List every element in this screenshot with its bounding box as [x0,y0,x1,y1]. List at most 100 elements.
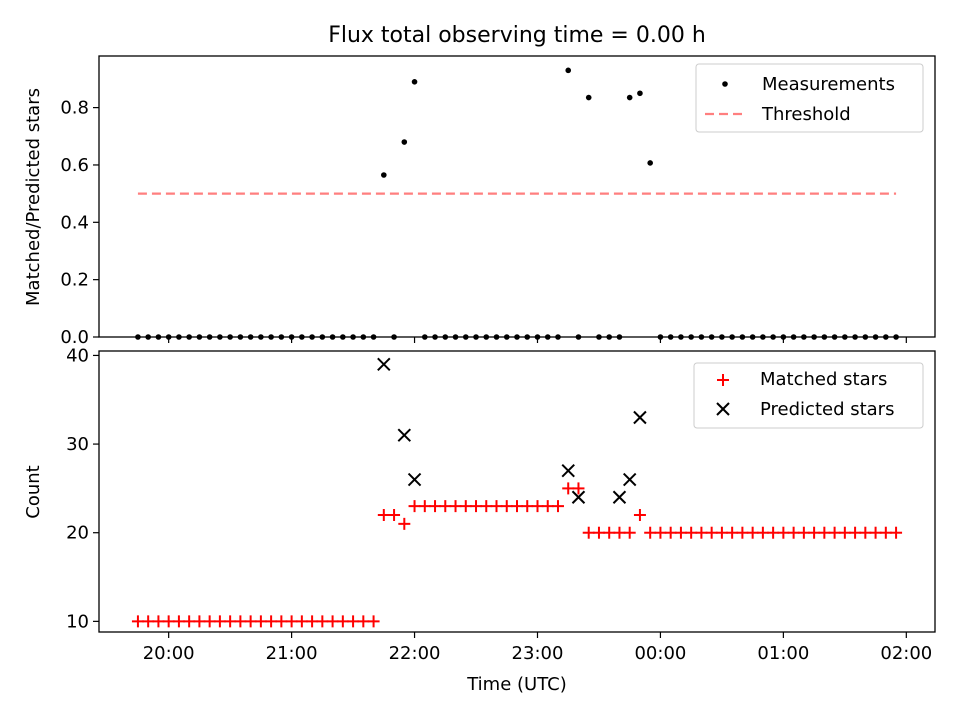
matched-star-point [295,615,308,628]
matched-star-point [664,526,677,539]
matched-star-point [838,526,851,539]
matched-star-point [572,482,585,495]
matched-star-point [408,500,421,513]
matched-star-point [388,508,401,521]
matched-star-point [746,526,759,539]
matched-star-point [828,526,841,539]
matched-star-point [797,526,810,539]
matched-star-point [521,500,534,513]
matched-star-point [603,526,616,539]
predicted-star-point [633,410,647,425]
ratio-panel: 0.00.20.40.60.8 Matched/Predicted stars … [23,55,936,348]
count-panel-x-tick-label: 21:00 [266,643,318,664]
matched-star-point [736,526,749,539]
count-panel-y-tick-label: 20 [66,523,89,544]
matched-star-point [398,517,411,530]
matched-star-point [705,526,718,539]
matched-star-point [644,526,657,539]
ratio-panel-frame [98,55,936,338]
predicted-star-point [612,490,627,504]
matched-star-point [429,500,442,513]
legend-marker-measurements [722,81,728,87]
predicted-star-point [571,490,586,504]
matched-star-point [890,526,903,539]
matched-star-point [459,500,472,513]
matched-star-point [767,526,780,539]
ratio-panel-y-tick-label: 0.2 [60,270,89,291]
matched-star-point [439,500,452,513]
legend-label-matched-stars: Matched stars [760,369,887,390]
matched-star-point [500,500,513,513]
measurement-point [626,94,633,101]
matched-star-point [849,526,862,539]
count-panel: 10 20 30 40 20:00 21:00 22:00 23:00 00:00 01:00 0… [23,345,936,695]
matched-star-point [285,615,298,628]
legend-label-measurements: Measurements [762,74,895,95]
matched-star-point [316,615,329,628]
matched-star-point [715,526,728,539]
matched-star-point [859,526,872,539]
matched-star-point [131,615,144,628]
matched-star-point [367,615,380,628]
count-panel-x-tick-label: 02:00 [880,643,932,664]
matched-star-point [480,500,493,513]
matched-star-point [695,526,708,539]
predicted-star-point [622,472,637,487]
count-panel-legend: Matched stars Predicted stars [693,362,924,429]
ratio-panel-legend: Measurements Threshold [695,63,924,133]
matched-star-point [613,526,626,539]
matched-star-point [449,500,462,513]
matched-star-point [234,615,247,628]
matched-star-point [654,526,667,539]
matched-star-point [879,526,892,539]
matched-star-point [377,508,390,521]
matched-star-point [818,526,831,539]
matched-star-point [777,526,790,539]
matched-star-point [756,526,769,539]
measurement-point [401,139,408,145]
matched-star-point [490,500,503,513]
matched-star-point [265,615,278,628]
predicted-star-point [407,472,422,487]
matched-star-point [674,526,687,539]
count-panel-x-tick-label: 20:00 [143,643,195,664]
matched-star-point [254,615,267,628]
predicted-star-point [561,463,575,478]
count-panel-y-tick-label: 40 [66,345,89,366]
matched-star-point [347,615,360,628]
count-panel-y-tick-label: 30 [66,434,89,455]
predicted-star-point [377,357,391,372]
matched-star-point [275,615,288,628]
measurement-point [411,79,418,85]
predicted-star-point [397,428,412,442]
matched-star-point [418,500,431,513]
count-panel-x-tick-label: 22:00 [389,643,441,664]
matched-star-point [203,615,216,628]
matched-star-point [470,500,483,513]
matched-star-point [511,500,523,513]
matched-star-point [244,615,257,628]
matched-star-point [623,526,636,539]
ratio-panel-y-tick-label: 0.6 [60,155,89,176]
count-panel-y-label: Count [23,465,44,518]
legend-marker-predicted-stars [716,402,730,416]
measurement-point [647,160,653,166]
figure-title: Flux total observing time = 0.00 h [328,23,706,48]
matched-star-point [869,526,882,539]
ratio-panel-y-tick-label: 0.8 [60,98,89,119]
matched-star-point [633,508,646,521]
matched-star-point [142,615,155,628]
measurement-point [585,94,592,101]
matched-star-point [531,500,544,513]
matched-star-point [562,482,575,495]
matched-star-point [582,526,595,539]
matched-star-point [592,526,605,539]
matched-star-point [162,615,175,628]
ratio-panel-y-tick-label: 0.4 [60,212,89,233]
count-panel-x-label: Time (UTC) [466,674,567,695]
matched-star-point [213,615,226,628]
legend-label-predicted-stars: Predicted stars [760,399,894,420]
matched-star-point [183,615,196,628]
count-panel-x-tick-label: 23:00 [512,643,564,664]
matched-star-point [685,526,698,539]
